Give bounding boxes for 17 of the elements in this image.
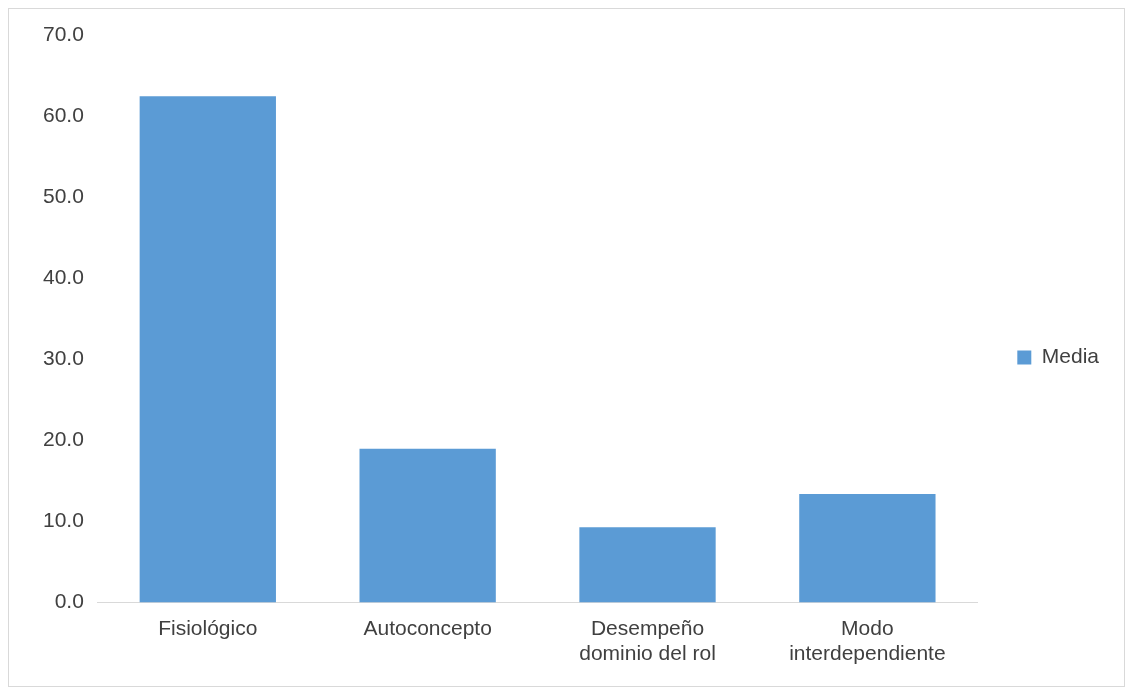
x-tick-label: Fisiológico [158,616,258,639]
y-tick-label: 40.0 [43,265,84,289]
bar [579,527,716,603]
y-tick-label: 50.0 [43,184,84,208]
x-tick-label: Desempeño dominio del rol [579,616,716,665]
bar [139,96,276,603]
y-tick-label: 70.0 [43,22,84,46]
bar [359,448,496,603]
bar [799,494,936,603]
legend-label: Media [1041,344,1100,368]
y-tick-label: 60.0 [43,103,84,127]
y-tick-label: 30.0 [43,346,84,370]
x-tick-label: Modo interdependiente [789,616,946,665]
x-tick-label: Autoconcepto [363,616,492,639]
y-tick-label: 0.0 [54,589,84,613]
y-tick-label: 10.0 [43,508,84,532]
y-tick-label: 20.0 [43,427,84,451]
